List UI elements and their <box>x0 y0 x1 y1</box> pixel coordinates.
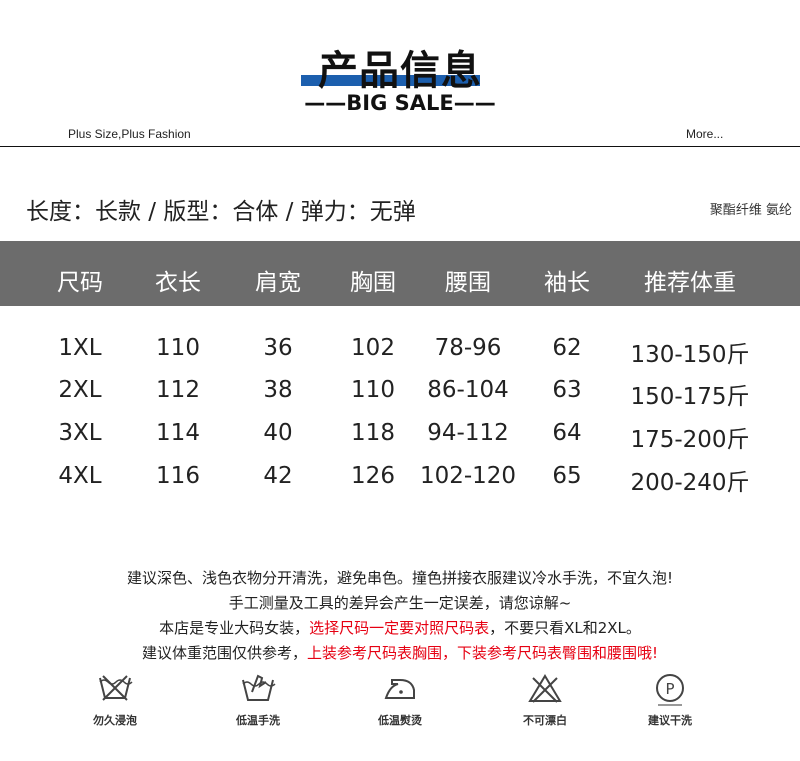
table-cell: 94-112 <box>427 420 509 446</box>
column-header: 腰围 <box>445 270 491 296</box>
care-item: 勿久浸泡 <box>75 672 155 728</box>
size-note-text-end: ，不要只看XL和2XL。 <box>489 619 641 637</box>
table-cell: 64 <box>552 420 582 446</box>
divider <box>0 146 800 147</box>
care-label: 低温手洗 <box>236 714 280 727</box>
weight-note-text: 建议体重范围仅供参考， <box>141 644 307 662</box>
spec-line: 长度：长款 / 版型：合体 / 弹力：无弹 <box>26 199 416 225</box>
table-cell: 126 <box>351 463 395 489</box>
table-cell: 114 <box>156 420 200 446</box>
table-cell: 200-240斤 <box>630 470 750 496</box>
more-link[interactable]: More... <box>686 127 724 141</box>
column-header: 肩宽 <box>255 270 301 296</box>
hand-wash-icon <box>242 674 276 701</box>
table-cell: 86-104 <box>427 377 509 403</box>
table-cell: 4XL <box>58 463 102 489</box>
care-label: 建议干洗 <box>648 714 692 727</box>
weight-note: 建议体重范围仅供参考，上装参考尺码表胸围，下装参考尺码表臀围和腰围哦! <box>0 642 800 663</box>
title-underline <box>301 75 480 86</box>
fabric-composition: 聚酯纤维 氨纶 <box>709 203 792 218</box>
table-cell: 112 <box>156 377 200 403</box>
svg-text:P: P <box>665 680 674 698</box>
table-cell: 78-96 <box>434 335 502 361</box>
page-title: 产品信息 <box>318 48 482 94</box>
size-note: 本店是专业大码女装，选择尺码一定要对照尺码表，不要只看XL和2XL。 <box>0 617 800 638</box>
column-header: 胸围 <box>350 270 396 296</box>
care-label: 不可漂白 <box>523 714 567 727</box>
table-cell: 2XL <box>58 377 102 403</box>
table-cell: 118 <box>351 420 395 446</box>
table-cell: 62 <box>552 335 582 361</box>
table-cell: 102-120 <box>419 463 517 489</box>
table-cell: 110 <box>351 377 395 403</box>
care-item: 低温熨烫 <box>360 672 440 728</box>
care-item: 低温手洗 <box>218 672 298 728</box>
column-header: 衣长 <box>155 270 201 296</box>
table-cell: 102 <box>351 335 395 361</box>
table-cell: 42 <box>263 463 293 489</box>
table-cell: 110 <box>156 335 200 361</box>
table-cell: 116 <box>156 463 200 489</box>
table-cell: 65 <box>552 463 582 489</box>
low-iron-icon <box>384 679 415 699</box>
table-cell: 38 <box>263 377 293 403</box>
no-soak-icon <box>99 675 133 701</box>
plus-size-tag: Plus Size,Plus Fashion <box>68 127 191 141</box>
column-header: 尺码 <box>57 270 103 296</box>
column-header: 袖长 <box>544 270 590 296</box>
table-cell: 150-175斤 <box>630 384 750 410</box>
table-cell: 36 <box>263 335 293 361</box>
size-note-highlight: 选择尺码一定要对照尺码表 <box>309 619 490 637</box>
size-note-text: 本店是专业大码女装， <box>159 619 310 637</box>
care-label: 勿久浸泡 <box>93 714 137 727</box>
weight-note-highlight: 上装参考尺码表胸围，下装参考尺码表臀围和腰围哦! <box>307 644 659 662</box>
table-cell: 63 <box>552 377 582 403</box>
table-cell: 40 <box>263 420 293 446</box>
no-bleach-icon <box>528 674 562 703</box>
dry-clean-icon: P <box>656 674 684 706</box>
measure-note: 手工测量及工具的差异会产生一定误差，请您谅解~ <box>228 594 572 612</box>
table-cell: 1XL <box>58 335 102 361</box>
big-sale-subtitle: ——BIG SALE—— <box>304 91 496 115</box>
table-cell: 175-200斤 <box>630 427 750 453</box>
size-table-header: 尺码 衣长 肩宽 胸围 腰围 袖长 推荐体重 <box>0 241 800 306</box>
column-header: 推荐体重 <box>644 270 736 296</box>
table-cell: 130-150斤 <box>630 342 750 368</box>
care-item: P 建议干洗 <box>630 672 710 728</box>
wash-note: 建议深色、浅色衣物分开清洗，避免串色。撞色拼接衣服建议冷水手洗，不宜久泡! <box>126 569 674 587</box>
care-label: 低温熨烫 <box>378 714 422 727</box>
table-cell: 3XL <box>58 420 102 446</box>
care-item: 不可漂白 <box>505 672 585 728</box>
